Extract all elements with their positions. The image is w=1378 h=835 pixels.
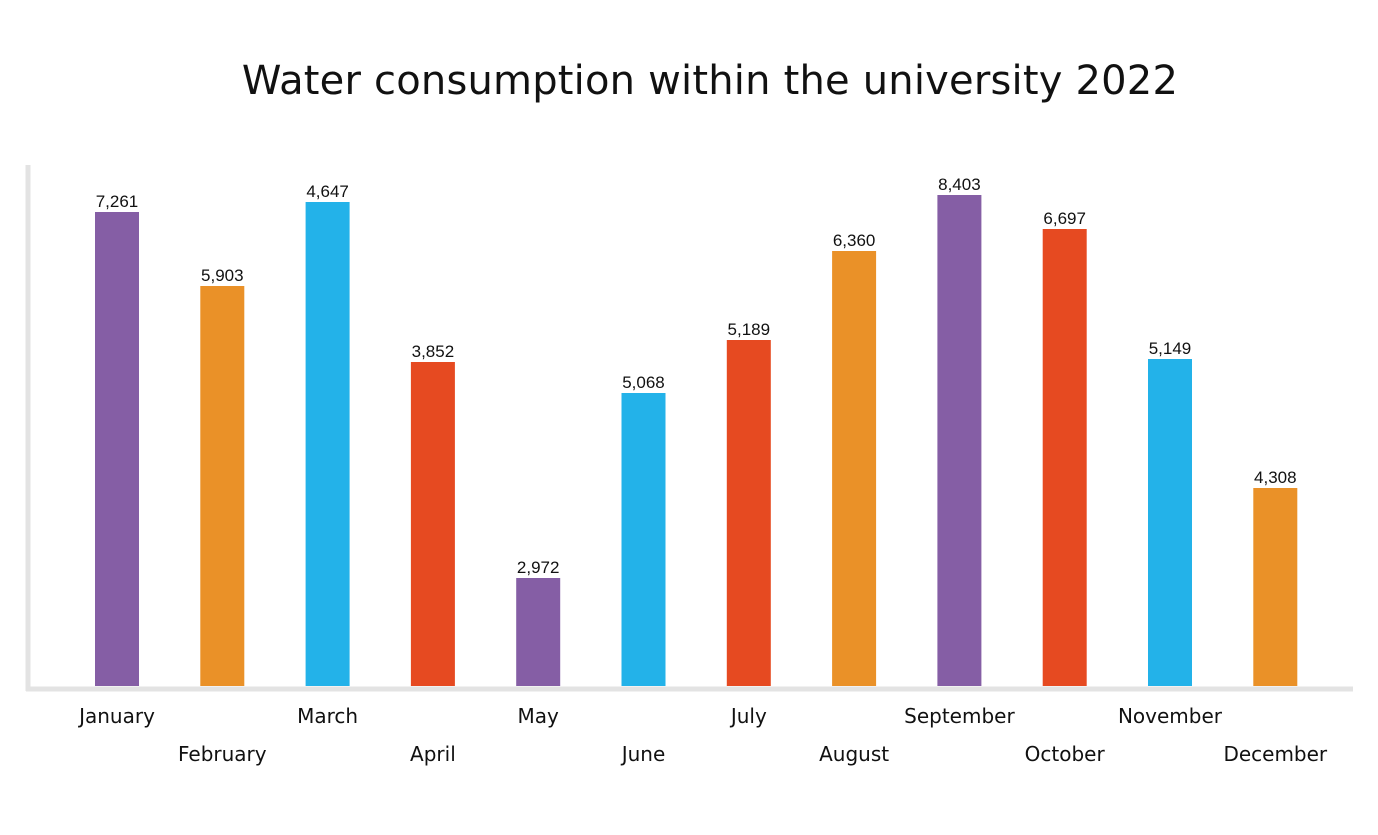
month-label-october: October [1025, 742, 1106, 766]
chart-title: Water consumption within the university … [241, 58, 1179, 104]
value-label-february: 5,903 [201, 266, 244, 285]
bar-september [937, 195, 982, 686]
value-label-november: 5,149 [1149, 339, 1192, 358]
value-label-october: 6,697 [1043, 209, 1086, 228]
bar-february [200, 286, 245, 686]
bars-layer [95, 195, 1298, 686]
bar-january [95, 212, 139, 686]
value-label-august: 6,360 [833, 231, 876, 250]
month-labels-layer: January February March April May June July Augu… [77, 704, 1328, 766]
month-label-january: January [77, 704, 155, 728]
value-label-december: 4,308 [1254, 468, 1297, 487]
month-label-july: July [729, 704, 767, 728]
value-label-january: 7,261 [96, 192, 139, 211]
bar-may [516, 578, 561, 686]
bar-april [410, 362, 455, 686]
value-label-june: 5,068 [622, 373, 665, 392]
month-label-september: September [904, 704, 1015, 728]
month-label-may: May [518, 704, 560, 728]
month-label-april: April [410, 742, 456, 766]
value-label-may: 2,972 [517, 558, 560, 577]
bar-october [1042, 229, 1087, 686]
month-label-december: December [1223, 742, 1327, 766]
bar-march [305, 202, 350, 686]
bar-december [1253, 488, 1298, 686]
bar-july [726, 340, 771, 686]
value-label-april: 3,852 [412, 342, 455, 361]
month-label-june: June [620, 742, 666, 766]
month-label-november: November [1118, 704, 1223, 728]
bar-november [1148, 359, 1192, 686]
bar-june [621, 393, 666, 686]
value-label-september: 8,403 [938, 175, 981, 194]
month-label-march: March [297, 704, 358, 728]
value-label-july: 5,189 [728, 320, 771, 339]
month-label-february: February [178, 742, 267, 766]
month-label-august: August [819, 742, 889, 766]
value-labels-layer: 7,261 5,903 4,647 3,852 2,972 5,068 5,189 6,360… [96, 175, 1297, 577]
value-label-march: 4,647 [306, 182, 349, 201]
bar-august [832, 251, 877, 686]
